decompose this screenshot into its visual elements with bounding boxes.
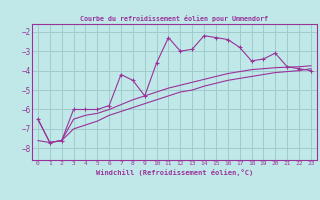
Title: Courbe du refroidissement éolien pour Ummendorf: Courbe du refroidissement éolien pour Um… bbox=[80, 15, 268, 22]
X-axis label: Windchill (Refroidissement éolien,°C): Windchill (Refroidissement éolien,°C) bbox=[96, 169, 253, 176]
